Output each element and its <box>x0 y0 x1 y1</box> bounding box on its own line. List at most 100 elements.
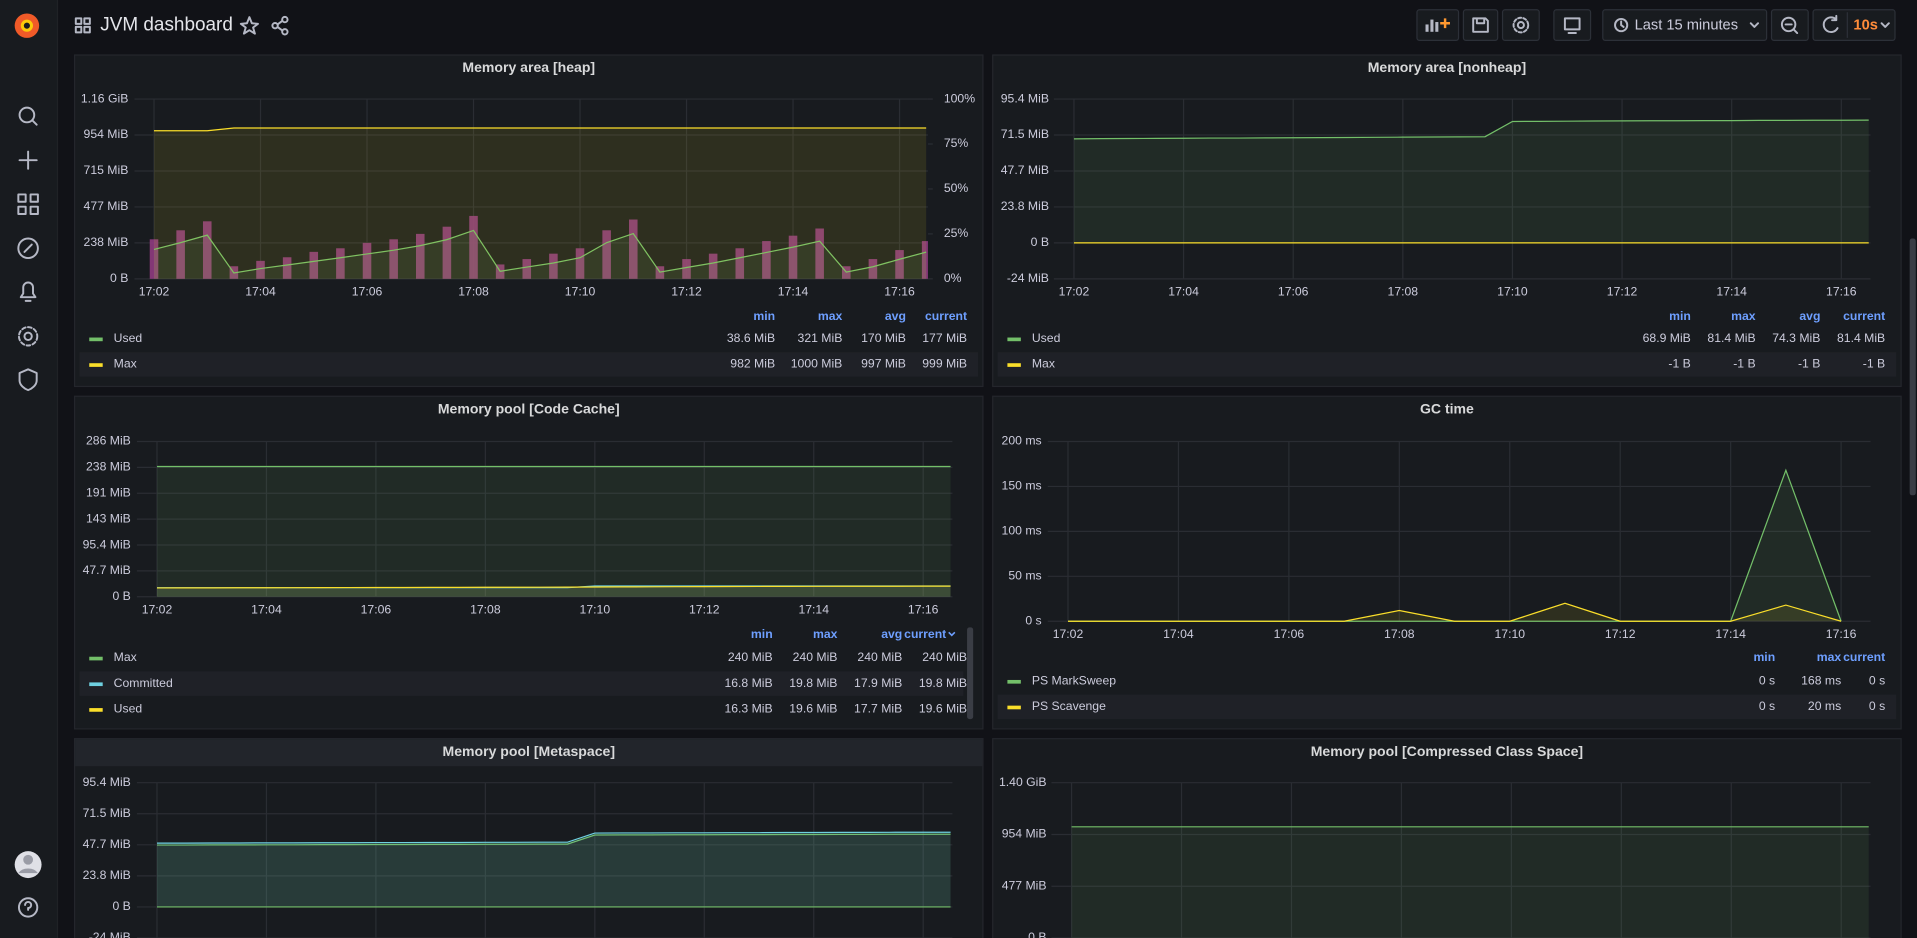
y-tick-label: 954 MiB <box>84 127 129 141</box>
legend-name[interactable]: Used <box>114 331 143 345</box>
x-tick-label: 17:04 <box>1163 627 1194 641</box>
panel: Memory area [nonheap] -24 MiB 0 B 23.8 MiB 4… <box>992 54 1902 388</box>
x-tick-label: 17:08 <box>1384 627 1415 641</box>
bar <box>735 248 745 279</box>
legend-value: 997 MiB <box>861 357 906 371</box>
y-tick-label: 1.16 GiB <box>81 91 129 105</box>
legend-header[interactable]: max <box>1817 650 1842 664</box>
panel-title[interactable]: Memory pool [Compressed Class Space] <box>1311 743 1583 759</box>
legend-scrollbar[interactable] <box>967 627 974 720</box>
panel: Memory pool [Code Cache] 0 B 47.7 MiB 95.4 … <box>73 395 984 730</box>
panel-title[interactable]: Memory pool [Code Cache] <box>438 400 620 416</box>
legend-value: 74.3 MiB <box>1772 331 1820 345</box>
legend-value: 16.3 MiB <box>724 702 772 716</box>
panels: Memory area [heap] 0 B 238 MiB 477 MiB 715 M… <box>73 54 1902 938</box>
add-panel-button[interactable] <box>1416 9 1460 41</box>
time-picker[interactable] <box>1602 9 1768 41</box>
legend-value: 68.9 MiB <box>1643 331 1691 345</box>
dashboard-title[interactable]: JVM dashboard <box>100 15 233 36</box>
server-admin-icon[interactable] <box>18 368 38 392</box>
bar <box>549 253 558 279</box>
legend-header[interactable]: current <box>904 627 946 641</box>
user-avatar[interactable] <box>14 851 42 879</box>
x-tick-label: 17:04 <box>251 602 282 616</box>
panel: Memory pool [Metaspace] -24 MiB 0 B 23.8 Mi… <box>73 738 984 938</box>
y-tick-label: 954 MiB <box>1002 827 1047 841</box>
create-icon[interactable] <box>18 150 38 170</box>
legend-name[interactable]: Used <box>114 702 143 716</box>
y-tick-label: 477 MiB <box>84 199 129 213</box>
bar <box>362 242 372 279</box>
legend-value: 982 MiB <box>730 357 775 371</box>
panel-title[interactable]: Memory area [heap] <box>462 59 595 75</box>
alerting-icon[interactable] <box>19 281 37 302</box>
series-area <box>156 586 951 597</box>
legend-row-bg <box>997 352 1897 377</box>
tv-mode-button[interactable] <box>1553 9 1592 41</box>
legend-header[interactable]: min <box>1753 650 1775 664</box>
legend-name[interactable]: Max <box>114 357 137 371</box>
legend-name[interactable]: PS MarkSweep <box>1032 673 1116 687</box>
bar <box>708 253 718 279</box>
legend-header[interactable]: max <box>813 627 838 641</box>
share-icon[interactable] <box>271 15 289 36</box>
header: JVM dashboard Last 15 minutes 10s <box>74 9 1896 41</box>
legend-name[interactable]: Committed <box>114 676 173 690</box>
settings-button[interactable] <box>1501 9 1540 41</box>
legend-name[interactable]: Max <box>1032 357 1055 371</box>
panel: GC time 0 s 50 ms 100 ms 150 ms 200 ms 17:02 17… <box>992 395 1902 730</box>
legend-row-bg <box>997 694 1897 720</box>
legend-header[interactable]: current <box>1843 650 1885 664</box>
panel-title[interactable]: GC time <box>1420 400 1474 416</box>
legend-header[interactable]: current <box>1843 309 1885 323</box>
panel-bg <box>992 395 1902 730</box>
search-icon[interactable] <box>18 106 38 126</box>
legend-header[interactable]: avg <box>1799 309 1820 323</box>
y-tick-label: 95.4 MiB <box>83 537 131 551</box>
legend-header[interactable]: min <box>751 627 773 641</box>
x-tick-label: 17:08 <box>470 602 501 616</box>
refresh-button[interactable] <box>1812 9 1896 41</box>
configuration-icon[interactable] <box>17 326 39 347</box>
plot-area <box>156 831 951 908</box>
zoom-out-button[interactable] <box>1770 9 1809 41</box>
plot-area <box>1073 119 1869 244</box>
legend-header[interactable]: avg <box>881 627 902 641</box>
series-area <box>156 466 951 597</box>
bar <box>176 230 185 279</box>
grafana-logo[interactable] <box>14 13 40 38</box>
save-button[interactable] <box>1462 9 1499 41</box>
bar <box>415 233 425 279</box>
series-line <box>156 831 951 844</box>
legend-header[interactable]: current <box>925 309 967 323</box>
panel-title[interactable]: Memory area [nonheap] <box>1368 59 1526 75</box>
x-tick-label: 17:04 <box>1168 285 1199 299</box>
dashboards-icon[interactable] <box>17 193 39 215</box>
time-range-label[interactable]: Last 15 minutes <box>1635 18 1738 34</box>
legend-header[interactable]: max <box>1731 309 1756 323</box>
legend-name[interactable]: PS Scavenge <box>1032 699 1106 713</box>
x-tick-label: 17:10 <box>580 602 611 616</box>
legend-header[interactable]: min <box>1669 309 1691 323</box>
legend-name[interactable]: Used <box>1032 331 1061 345</box>
legend-value: -1 B <box>1733 357 1755 371</box>
legend-value: 19.8 MiB <box>919 676 967 690</box>
refresh-interval[interactable]: 10s <box>1853 18 1877 34</box>
series-area <box>154 128 927 279</box>
legend-header[interactable]: min <box>753 309 775 323</box>
explore-icon[interactable] <box>17 237 39 260</box>
legend-header[interactable]: max <box>818 309 843 323</box>
legend-name[interactable]: Max <box>114 650 137 664</box>
star-icon[interactable] <box>239 16 259 35</box>
y-tick-label: 286 MiB <box>86 434 131 448</box>
y-tick-label: 0 B <box>112 589 130 603</box>
help-icon[interactable] <box>17 897 39 918</box>
bar <box>788 235 798 279</box>
x-tick-label: 17:14 <box>778 285 809 299</box>
panel-title[interactable]: Memory pool [Metaspace] <box>443 743 615 759</box>
x-tick-label: 17:12 <box>689 602 720 616</box>
bar <box>895 250 904 279</box>
page-scrollbar[interactable] <box>1909 238 1916 496</box>
legend-header[interactable]: avg <box>885 309 906 323</box>
